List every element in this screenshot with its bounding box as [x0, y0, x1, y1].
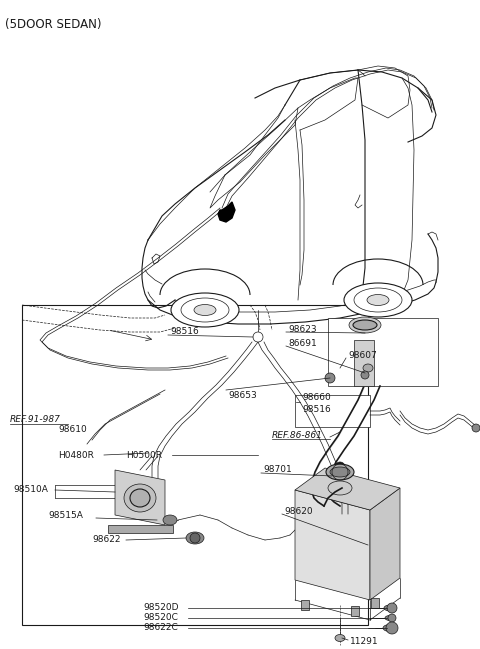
Text: H0500R: H0500R — [126, 450, 162, 459]
Text: REF.91-987: REF.91-987 — [10, 415, 61, 424]
Text: 98620: 98620 — [284, 508, 312, 517]
Bar — [328, 318, 438, 386]
Text: 98520C: 98520C — [143, 613, 178, 622]
Ellipse shape — [384, 605, 396, 611]
Text: 98653: 98653 — [228, 391, 257, 400]
Text: 86691: 86691 — [288, 339, 317, 349]
Ellipse shape — [130, 489, 150, 507]
Text: 98622C: 98622C — [143, 622, 178, 631]
Ellipse shape — [354, 288, 402, 312]
Bar — [108, 525, 173, 533]
Text: H0480R: H0480R — [58, 450, 94, 459]
Ellipse shape — [163, 515, 177, 525]
Circle shape — [387, 603, 397, 613]
Circle shape — [335, 462, 345, 472]
Ellipse shape — [186, 532, 204, 544]
Bar — [301, 600, 309, 610]
Bar — [22, 305, 368, 625]
Ellipse shape — [330, 467, 350, 477]
Polygon shape — [218, 202, 235, 222]
Circle shape — [472, 424, 480, 432]
Bar — [295, 395, 370, 427]
Circle shape — [190, 533, 200, 543]
Polygon shape — [370, 488, 400, 600]
Text: 98622: 98622 — [92, 535, 120, 545]
Text: (5DOOR SEDAN): (5DOOR SEDAN) — [5, 18, 101, 31]
Ellipse shape — [363, 364, 373, 372]
Polygon shape — [295, 468, 400, 510]
Ellipse shape — [181, 298, 229, 322]
Circle shape — [388, 614, 396, 622]
Text: 98516: 98516 — [170, 328, 199, 336]
Polygon shape — [295, 490, 370, 600]
Ellipse shape — [367, 295, 389, 306]
Text: REF.86-861: REF.86-861 — [272, 430, 323, 439]
Circle shape — [325, 373, 335, 383]
Text: 98516: 98516 — [302, 406, 331, 415]
Text: 98623: 98623 — [288, 326, 317, 334]
Ellipse shape — [344, 283, 412, 317]
Text: 98607: 98607 — [348, 352, 377, 360]
Text: 98510A: 98510A — [13, 485, 48, 495]
Ellipse shape — [194, 304, 216, 315]
Polygon shape — [115, 470, 165, 525]
Text: 98610: 98610 — [58, 426, 87, 434]
Bar — [371, 598, 379, 608]
Circle shape — [253, 332, 263, 342]
Text: 98515A: 98515A — [48, 511, 83, 520]
Ellipse shape — [124, 484, 156, 512]
Ellipse shape — [353, 320, 377, 330]
Bar — [351, 606, 359, 616]
Text: 98660: 98660 — [302, 393, 331, 402]
Ellipse shape — [335, 635, 345, 641]
Text: 11291: 11291 — [350, 637, 379, 646]
Ellipse shape — [171, 293, 239, 327]
Ellipse shape — [349, 317, 381, 333]
Ellipse shape — [383, 624, 397, 631]
Ellipse shape — [328, 481, 352, 495]
Bar — [354, 340, 374, 386]
Circle shape — [386, 622, 398, 634]
Ellipse shape — [326, 464, 354, 480]
Text: 98520D: 98520D — [143, 602, 179, 611]
Circle shape — [361, 371, 369, 379]
Ellipse shape — [385, 615, 395, 620]
Text: 98701: 98701 — [263, 465, 292, 474]
